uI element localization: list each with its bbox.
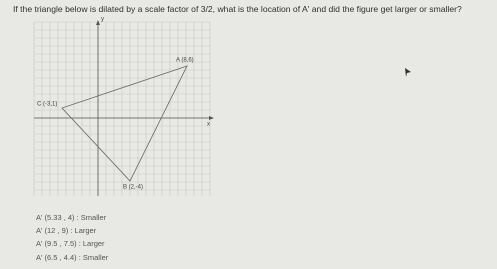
point-label: A (8,6) [176,58,194,64]
option[interactable]: A' (9.5 , 7.5) : Larger [36,239,105,248]
cursor [405,68,411,77]
x-arrow [209,116,214,120]
point-label: C (-3,1) [37,102,57,108]
option[interactable]: A' (5.33 , 4) : Smaller [36,213,107,222]
question: If the triangle below is dilated by a sc… [13,4,462,14]
y-arrow [96,20,100,25]
point-label: B (2,-4) [123,185,143,191]
grid [33,21,211,196]
y-axis-label: y [101,17,104,23]
triangle [61,65,188,182]
x-axis-label: x [207,122,210,128]
option[interactable]: A' (6.5 , 4.4) : Smaller [36,253,109,262]
option[interactable]: A' (12 , 9) : Larger [36,226,97,235]
